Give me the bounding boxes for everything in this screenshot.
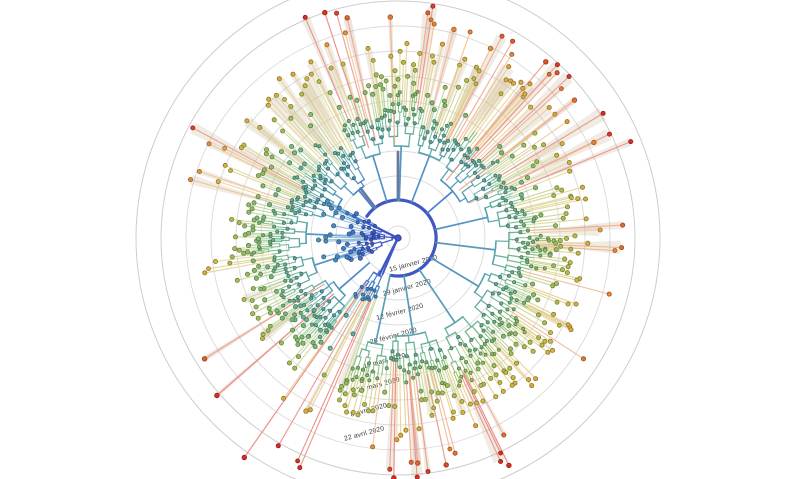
date-axis-label: 22 avril 2020 [343, 425, 385, 443]
tip-nodes[interactable] [187, 3, 634, 479]
